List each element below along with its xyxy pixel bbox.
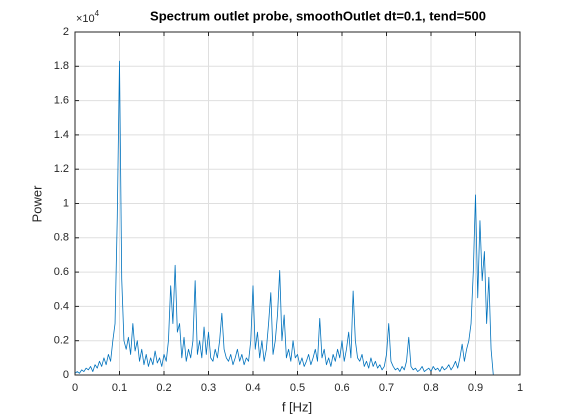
x-tick-label: 0.8 (423, 382, 438, 394)
y-tick-label: 0.4 (54, 300, 69, 312)
y-tick-label: 0.8 (54, 232, 69, 244)
y-tick-label: 1.2 (54, 163, 69, 175)
x-axis-label: f [Hz] (282, 399, 312, 414)
x-tick-label: 0.2 (156, 382, 171, 394)
plot (74, 60, 494, 376)
x-tick-label: 0.1 (112, 382, 127, 394)
chart-title: Spectrum outlet probe, smoothOutlet dt=0… (150, 8, 486, 23)
x-tick-label: 0.3 (201, 382, 216, 394)
x-tick-label: 0.5 (290, 382, 305, 394)
y-tick-label: 1 (63, 197, 69, 209)
y-tick-label: 1.6 (54, 95, 69, 107)
y-tick-label: 0.6 (54, 266, 69, 278)
y-exponent: ×104 (76, 9, 100, 25)
y-exponent-base: ×10 (76, 13, 95, 25)
x-tick-label: 0.4 (245, 382, 260, 394)
y-tick-label: 0 (63, 369, 69, 381)
y-tick-label: 1.8 (54, 60, 69, 72)
x-tick-label: 0.9 (468, 382, 483, 394)
x-tick-label: 0 (72, 382, 78, 394)
y-tick-label: 2 (63, 26, 69, 38)
y-axis-label: Power (29, 185, 44, 223)
x-tick-label: 0.7 (379, 382, 394, 394)
ticks: 0 0.1 0.2 0.3 0.4 0.5 0.6 0.7 0.8 0.9 1 0 0.2 0.4 0.6 0… (54, 26, 523, 394)
y-tick-label: 1.4 (54, 129, 69, 141)
spectrum-line (74, 60, 494, 376)
x-tick-label: 1 (517, 382, 523, 394)
x-tick-label: 0.6 (334, 382, 349, 394)
y-tick-label: 0.2 (54, 335, 69, 347)
y-exponent-power: 4 (95, 9, 100, 18)
